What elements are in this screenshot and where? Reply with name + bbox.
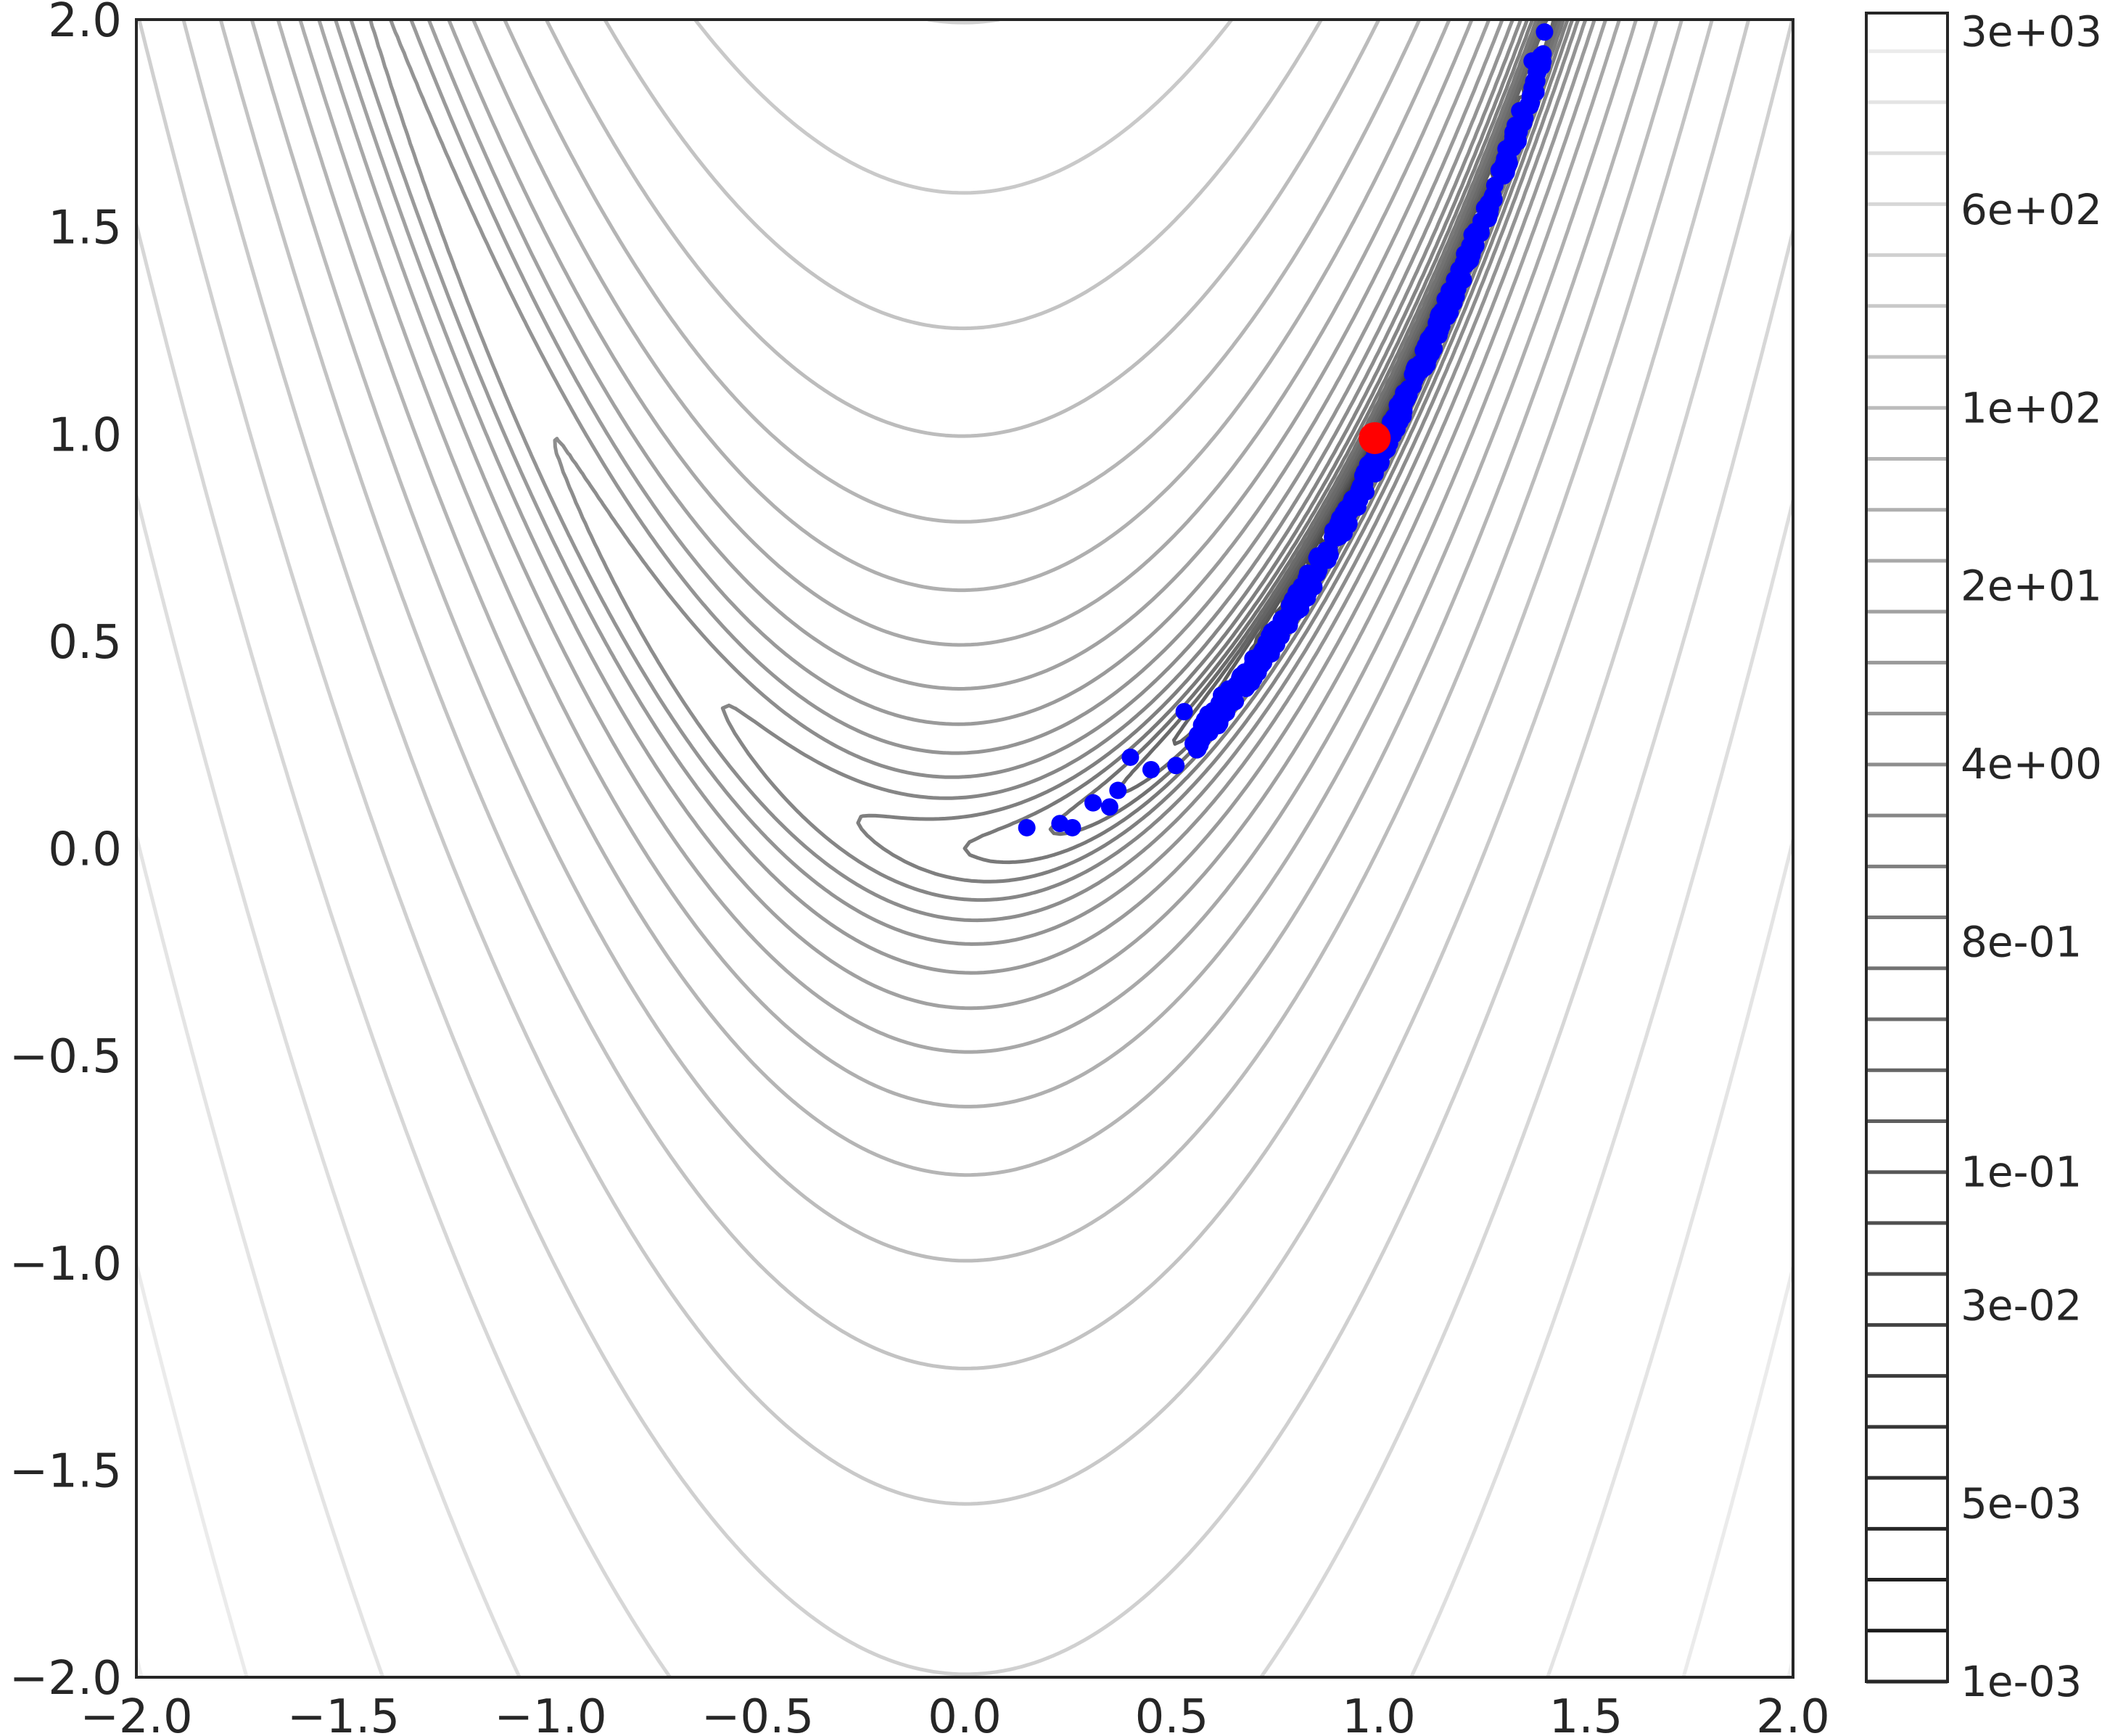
scatter-point <box>1142 760 1160 778</box>
y-tick-label: −1.0 <box>9 1238 122 1291</box>
scatter-point <box>1408 366 1426 384</box>
x-tick-label: 1.0 <box>1342 1690 1416 1736</box>
scatter-point <box>1100 798 1118 816</box>
contour-line <box>136 834 1793 1677</box>
scatter-point <box>1456 245 1474 263</box>
scatter-point <box>1388 412 1406 430</box>
contour-line <box>276 20 1659 1177</box>
contour-line <box>136 222 1793 1677</box>
x-tick-label: −0.5 <box>701 1690 814 1736</box>
contour-line <box>334 20 1608 1011</box>
colorbar-tick-label: 1e-01 <box>1961 1148 2082 1197</box>
contour-line <box>317 20 1621 1054</box>
contour-line <box>553 20 1581 923</box>
contour-line <box>298 20 1639 1108</box>
y-tick-label: −2.0 <box>9 1652 122 1706</box>
scatter-point <box>1018 818 1036 836</box>
x-tick-label: −1.0 <box>494 1690 606 1736</box>
scatter-point <box>1167 757 1185 775</box>
x-tick-label: −2.0 <box>80 1690 192 1736</box>
contour-line <box>368 20 1588 946</box>
contour-line <box>136 493 1793 1677</box>
colorbar-tick-label: 3e-02 <box>1961 1280 2082 1330</box>
contour-line <box>218 20 1714 1370</box>
contour-line <box>136 1262 1793 1677</box>
y-tick-label: −1.5 <box>9 1444 122 1498</box>
x-tick-label: 0.0 <box>928 1690 1002 1736</box>
colorbar: 1e-03 5e-03 3e-02 1e-01 8e-01 4e+00 2e+01 1e+02… <box>1865 7 2102 1706</box>
scatter-point <box>1309 559 1327 577</box>
colorbar-tick-label: 8e-01 <box>1961 918 2082 967</box>
scatter-point <box>1197 712 1215 731</box>
plot-axes: −2.0 −1.5 −1.0 −0.5 0.0 0.5 1.0 1.5 2.0 −2.0 −1.5 −… <box>9 0 1830 1736</box>
contour-line <box>250 20 1684 1263</box>
scatter-point <box>1189 740 1207 758</box>
contour-line <box>181 20 1751 1506</box>
scatter-point <box>1534 45 1552 63</box>
x-tick-label: 2.0 <box>1756 1690 1830 1736</box>
colorbar-tick-label: 5e-03 <box>1961 1479 2082 1529</box>
colorbar-tick-label: 3e+03 <box>1961 7 2102 57</box>
scatter-point <box>1316 541 1335 559</box>
scatter-point <box>1479 194 1497 212</box>
scatter-point <box>1499 145 1517 163</box>
y-tick-label: 0.5 <box>48 616 122 670</box>
contour-line <box>137 20 1793 1677</box>
scatter-point <box>1084 794 1103 812</box>
scatter-point <box>1109 781 1127 799</box>
scatter-point <box>1332 525 1350 543</box>
contour-line <box>856 20 1570 884</box>
scatter-point <box>1372 451 1390 469</box>
contour-lines <box>136 20 1793 1677</box>
colorbar-tick-label: 2e+01 <box>1961 561 2102 611</box>
colorbar-tick-label: 1e+02 <box>1961 383 2102 432</box>
scatter-point <box>1342 493 1360 511</box>
scatter-point <box>1224 685 1242 703</box>
colorbar-background <box>1866 13 1948 1682</box>
scatter-point <box>1175 702 1193 720</box>
colorbar-frame <box>1865 12 1949 1683</box>
scatter-point <box>1528 72 1546 90</box>
colorbar-tick-label: 1e-03 <box>1961 1657 2082 1706</box>
scatter-point <box>1510 123 1528 141</box>
scatter-point <box>1063 818 1081 836</box>
scatter-point <box>1366 465 1384 483</box>
scatter-point <box>1536 23 1554 41</box>
y-tick-label: 0.0 <box>48 823 122 877</box>
x-tick-label: 0.5 <box>1135 1690 1209 1736</box>
scatter-point <box>1210 694 1228 712</box>
plot-frame <box>135 18 1794 1679</box>
scatter-point <box>1264 622 1282 640</box>
contour-line <box>720 20 1575 902</box>
contour-line <box>349 20 1596 975</box>
x-tick-label: 1.5 <box>1549 1690 1623 1736</box>
scatter-point <box>1448 281 1466 299</box>
scatter-point <box>1416 345 1434 363</box>
scatter-point <box>1121 748 1140 766</box>
scatter-point <box>1441 303 1459 321</box>
scatter-point <box>1399 387 1417 406</box>
colorbar-tick-label: 6e+02 <box>1961 185 2102 234</box>
scatter-points <box>1018 23 1554 836</box>
scatter-point <box>1512 104 1530 122</box>
y-tick-label: 1.5 <box>48 202 122 255</box>
y-tick-label: 1.0 <box>48 408 122 462</box>
scatter-point <box>1466 222 1484 240</box>
scatter-point <box>1280 606 1298 624</box>
y-tick-label: 2.0 <box>48 0 122 48</box>
optimum-point <box>1359 421 1391 454</box>
colorbar-tick-label: 4e+00 <box>1961 739 2102 789</box>
scatter-point <box>1248 665 1266 683</box>
x-tick-label: −1.5 <box>287 1690 400 1736</box>
y-tick-label: −0.5 <box>9 1030 122 1084</box>
